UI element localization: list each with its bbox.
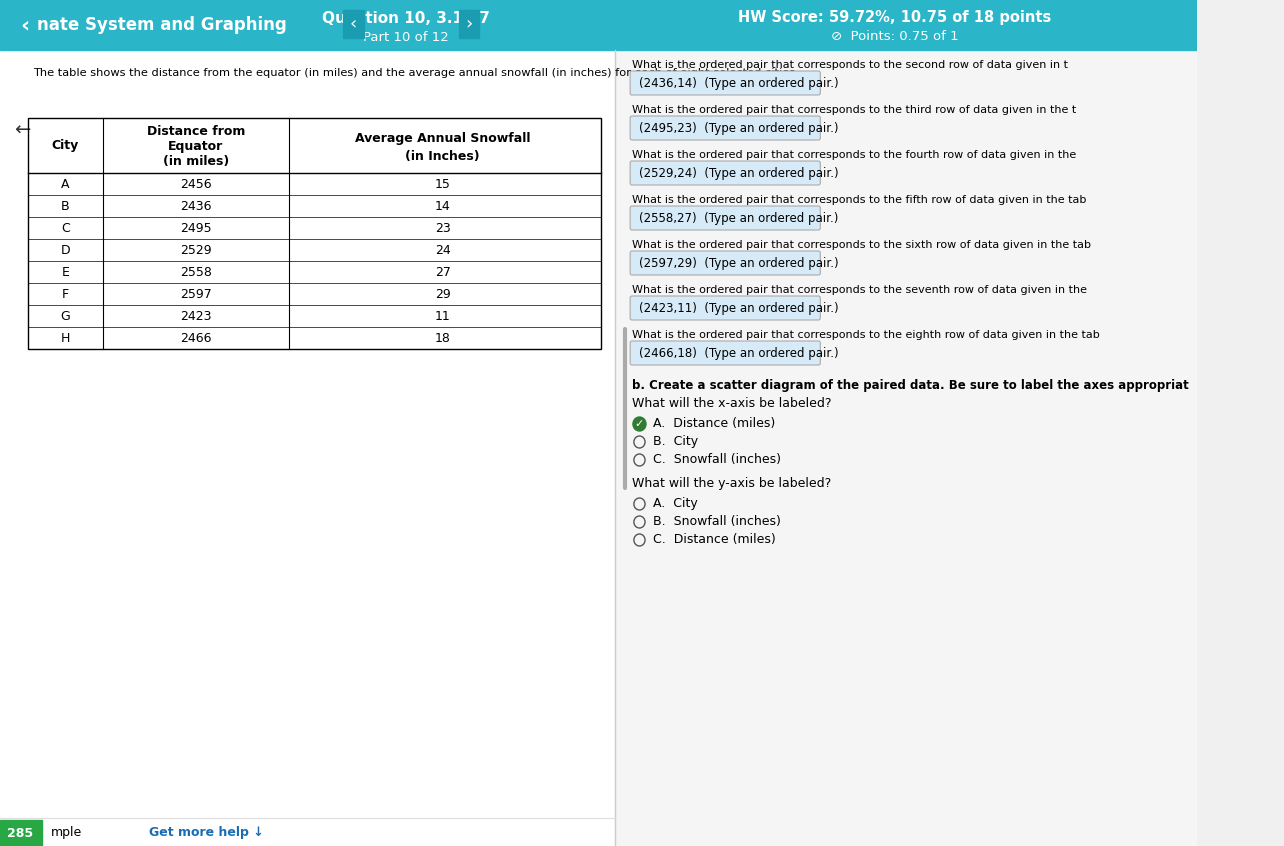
Text: (2436,14)  (Type an ordered pair.): (2436,14) (Type an ordered pair.) — [638, 76, 838, 90]
Bar — [0, 50, 615, 846]
Text: E: E — [62, 266, 69, 278]
Text: 23: 23 — [435, 222, 451, 234]
Text: What is the ordered pair that corresponds to the fifth row of data given in the : What is the ordered pair that correspond… — [632, 195, 1086, 205]
Text: A: A — [62, 178, 69, 190]
Bar — [0, 820, 42, 846]
Text: Equator: Equator — [168, 140, 223, 152]
Text: C.  Distance (miles): C. Distance (miles) — [652, 533, 776, 546]
Text: (2423,11)  (Type an ordered pair.): (2423,11) (Type an ordered pair.) — [638, 301, 838, 315]
Text: 2597: 2597 — [180, 288, 212, 300]
Text: The table shows the distance from the equator (in miles) and the average annual : The table shows the distance from the eq… — [32, 68, 799, 78]
Text: D: D — [60, 244, 71, 256]
Text: 14: 14 — [435, 200, 451, 212]
Text: A.  Distance (miles): A. Distance (miles) — [652, 417, 774, 430]
Text: Part 10 of 12: Part 10 of 12 — [362, 30, 448, 43]
Text: C.  Snowfall (inches): C. Snowfall (inches) — [652, 453, 781, 466]
Text: What will the y-axis be labeled?: What will the y-axis be labeled? — [632, 477, 831, 490]
Text: B: B — [60, 200, 69, 212]
Text: (2466,18)  (Type an ordered pair.): (2466,18) (Type an ordered pair.) — [638, 347, 838, 360]
Text: 27: 27 — [435, 266, 451, 278]
Text: Get more help ↓: Get more help ↓ — [149, 826, 265, 838]
Text: 2456: 2456 — [180, 178, 212, 190]
Text: What is the ordered pair that corresponds to the sixth row of data given in the : What is the ordered pair that correspond… — [632, 240, 1091, 250]
Text: Question 10, 3.1.37: Question 10, 3.1.37 — [321, 10, 489, 25]
Text: 24: 24 — [435, 244, 451, 256]
Text: 2436: 2436 — [180, 200, 212, 212]
Text: mple: mple — [51, 826, 82, 838]
Text: (2529,24)  (Type an ordered pair.): (2529,24) (Type an ordered pair.) — [638, 167, 838, 179]
FancyBboxPatch shape — [630, 161, 820, 185]
Text: (2597,29)  (Type an ordered pair.): (2597,29) (Type an ordered pair.) — [638, 256, 838, 270]
Text: H: H — [60, 332, 69, 344]
Bar — [615, 50, 1197, 846]
Text: 15: 15 — [435, 178, 451, 190]
Text: A.  City: A. City — [652, 497, 697, 510]
Text: What is the ordered pair that corresponds to the second row of data given in t: What is the ordered pair that correspond… — [632, 60, 1068, 70]
Text: HW Score: 59.72%, 10.75 of 18 points: HW Score: 59.72%, 10.75 of 18 points — [738, 9, 1052, 25]
Text: ‹: ‹ — [349, 15, 357, 33]
FancyBboxPatch shape — [630, 251, 820, 275]
FancyBboxPatch shape — [630, 71, 820, 95]
FancyBboxPatch shape — [630, 206, 820, 230]
Text: 2529: 2529 — [180, 244, 212, 256]
Text: 2423: 2423 — [180, 310, 212, 322]
Text: City: City — [51, 139, 78, 152]
Text: (2558,27)  (Type an ordered pair.): (2558,27) (Type an ordered pair.) — [638, 212, 838, 224]
FancyBboxPatch shape — [630, 296, 820, 320]
Text: b. Create a scatter diagram of the paired data. Be sure to label the axes approp: b. Create a scatter diagram of the paire… — [632, 379, 1189, 392]
FancyBboxPatch shape — [630, 341, 820, 365]
Text: 285: 285 — [8, 827, 33, 839]
Text: ‹: ‹ — [21, 15, 30, 35]
Bar — [0, 0, 1197, 50]
Text: 11: 11 — [435, 310, 451, 322]
Text: G: G — [60, 310, 71, 322]
Text: 18: 18 — [435, 332, 451, 344]
Text: Distance from: Distance from — [146, 124, 245, 138]
Text: 2466: 2466 — [180, 332, 212, 344]
Text: (2495,23)  (Type an ordered pair.): (2495,23) (Type an ordered pair.) — [638, 122, 838, 135]
Text: What will the x-axis be labeled?: What will the x-axis be labeled? — [632, 397, 832, 410]
Text: 29: 29 — [435, 288, 451, 300]
Text: C: C — [60, 222, 69, 234]
Text: B.  City: B. City — [652, 435, 697, 448]
Text: What is the ordered pair that corresponds to the eighth row of data given in the: What is the ordered pair that correspond… — [632, 330, 1100, 340]
Text: ←: ← — [14, 120, 31, 140]
Text: What is the ordered pair that corresponds to the third row of data given in the : What is the ordered pair that correspond… — [632, 105, 1076, 115]
Text: (in miles): (in miles) — [163, 155, 229, 168]
Text: nate System and Graphing: nate System and Graphing — [37, 16, 288, 34]
Text: 2495: 2495 — [180, 222, 212, 234]
Circle shape — [633, 417, 646, 431]
FancyBboxPatch shape — [630, 116, 820, 140]
Text: ›: › — [465, 15, 473, 33]
Text: 2558: 2558 — [180, 266, 212, 278]
Text: B.  Snowfall (inches): B. Snowfall (inches) — [652, 515, 781, 528]
Text: F: F — [62, 288, 69, 300]
Bar — [28, 118, 601, 349]
Text: ⊘  Points: 0.75 of 1: ⊘ Points: 0.75 of 1 — [831, 30, 959, 42]
Text: ✓: ✓ — [634, 419, 645, 429]
Text: What is the ordered pair that corresponds to the fourth row of data given in the: What is the ordered pair that correspond… — [632, 150, 1076, 160]
Bar — [458, 10, 479, 38]
Text: Average Annual Snowfall: Average Annual Snowfall — [356, 131, 530, 145]
Text: (in Inches): (in Inches) — [406, 150, 480, 162]
Text: What is the ordered pair that corresponds to the seventh row of data given in th: What is the ordered pair that correspond… — [632, 285, 1088, 295]
Bar — [343, 10, 363, 38]
